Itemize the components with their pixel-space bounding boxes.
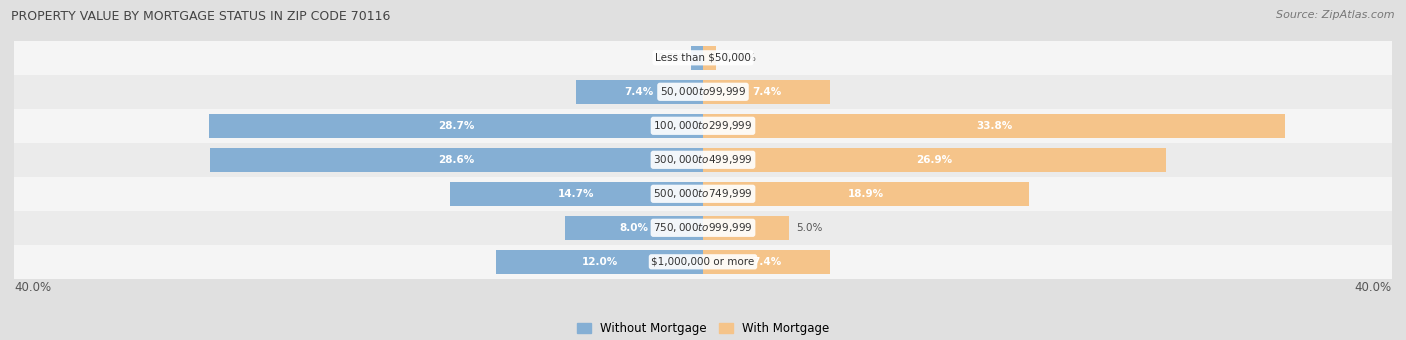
Text: $1,000,000 or more: $1,000,000 or more xyxy=(651,257,755,267)
Text: 26.9%: 26.9% xyxy=(917,155,953,165)
Bar xyxy=(14,211,1392,245)
Bar xyxy=(496,250,703,274)
Bar xyxy=(14,109,1392,143)
Text: 5.0%: 5.0% xyxy=(796,223,823,233)
Bar xyxy=(14,41,1392,75)
Legend: Without Mortgage, With Mortgage: Without Mortgage, With Mortgage xyxy=(572,317,834,340)
Text: Source: ZipAtlas.com: Source: ZipAtlas.com xyxy=(1277,10,1395,20)
Bar xyxy=(565,216,703,240)
Bar xyxy=(208,114,703,138)
Text: 8.0%: 8.0% xyxy=(620,223,648,233)
Bar xyxy=(703,80,831,104)
Text: $750,000 to $999,999: $750,000 to $999,999 xyxy=(654,221,752,234)
Bar xyxy=(14,143,1392,177)
Text: 12.0%: 12.0% xyxy=(582,257,617,267)
Text: 33.8%: 33.8% xyxy=(976,121,1012,131)
Bar xyxy=(14,177,1392,211)
Text: $100,000 to $299,999: $100,000 to $299,999 xyxy=(654,119,752,132)
Bar xyxy=(14,75,1392,109)
Text: 40.0%: 40.0% xyxy=(1355,281,1392,294)
Text: 7.4%: 7.4% xyxy=(752,87,782,97)
Bar xyxy=(703,148,1167,172)
Text: $50,000 to $99,999: $50,000 to $99,999 xyxy=(659,85,747,98)
Text: 18.9%: 18.9% xyxy=(848,189,884,199)
Text: 0.76%: 0.76% xyxy=(723,53,756,63)
Bar xyxy=(703,216,789,240)
Bar xyxy=(14,245,1392,279)
Text: $500,000 to $749,999: $500,000 to $749,999 xyxy=(654,187,752,200)
Text: 40.0%: 40.0% xyxy=(14,281,51,294)
Text: Less than $50,000: Less than $50,000 xyxy=(655,53,751,63)
Bar xyxy=(450,182,703,206)
Text: 7.4%: 7.4% xyxy=(624,87,654,97)
Text: 28.7%: 28.7% xyxy=(437,121,474,131)
Bar xyxy=(690,46,703,70)
Text: PROPERTY VALUE BY MORTGAGE STATUS IN ZIP CODE 70116: PROPERTY VALUE BY MORTGAGE STATUS IN ZIP… xyxy=(11,10,391,23)
Text: $300,000 to $499,999: $300,000 to $499,999 xyxy=(654,153,752,166)
Text: 0.7%: 0.7% xyxy=(658,53,685,63)
Text: 28.6%: 28.6% xyxy=(439,155,475,165)
Bar xyxy=(703,250,831,274)
Bar xyxy=(703,182,1029,206)
Text: 7.4%: 7.4% xyxy=(752,257,782,267)
Bar xyxy=(211,148,703,172)
Bar xyxy=(703,46,716,70)
Bar xyxy=(575,80,703,104)
Bar xyxy=(703,114,1285,138)
Text: 14.7%: 14.7% xyxy=(558,189,595,199)
